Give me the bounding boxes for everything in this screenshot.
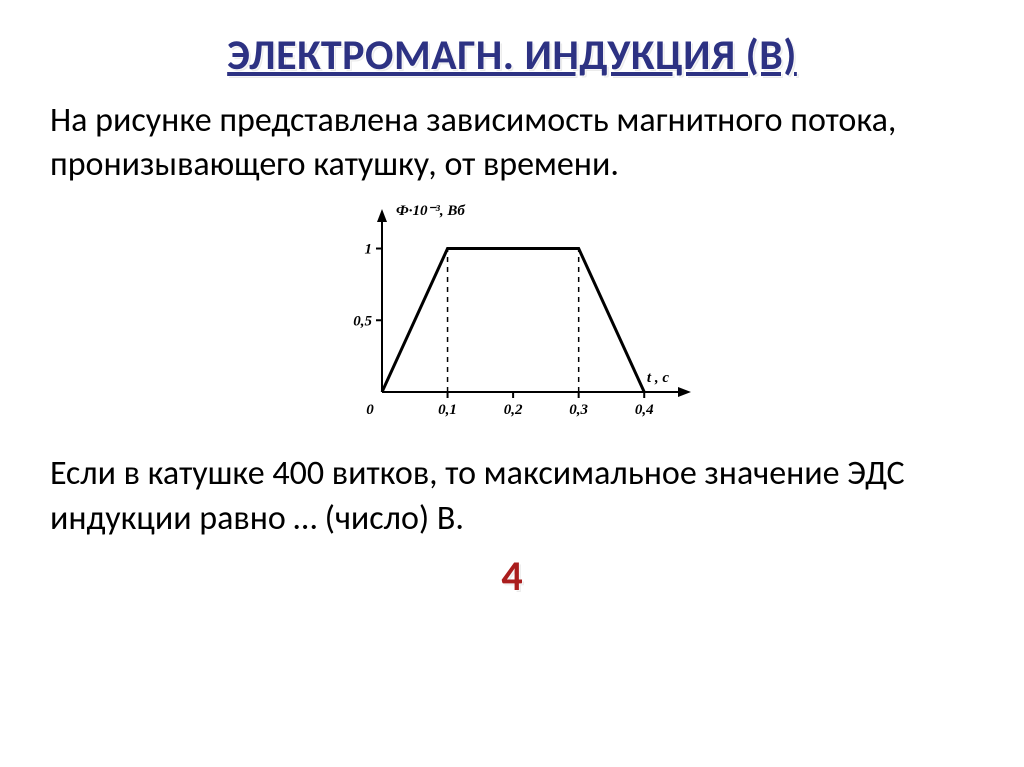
svg-text:0: 0 <box>366 402 374 418</box>
answer-value: 4 <box>50 551 974 602</box>
intro-text: На рисунке представлена зависимость магн… <box>50 99 974 187</box>
outro-text: Если в катушке 400 витков, то максимальн… <box>50 452 974 540</box>
svg-text:1: 1 <box>365 242 373 258</box>
chart-container: 0,5 1 0,1 0,2 0,3 0,4 0 Ф·10⁻³, Вб t , с <box>50 197 974 432</box>
svg-text:0,3: 0,3 <box>569 402 588 418</box>
svg-text:0,2: 0,2 <box>504 402 523 418</box>
svg-text:0,4: 0,4 <box>635 402 654 418</box>
slide-title: ЭЛЕКТРОМАГН. ИНДУКЦИЯ (В) <box>50 30 974 81</box>
svg-text:t , с: t , с <box>647 370 669 386</box>
svg-text:0,5: 0,5 <box>353 314 372 330</box>
svg-text:Ф·10⁻³, Вб: Ф·10⁻³, Вб <box>396 203 465 219</box>
flux-chart: 0,5 1 0,1 0,2 0,3 0,4 0 Ф·10⁻³, Вб t , с <box>327 197 697 427</box>
svg-text:0,1: 0,1 <box>438 402 457 418</box>
